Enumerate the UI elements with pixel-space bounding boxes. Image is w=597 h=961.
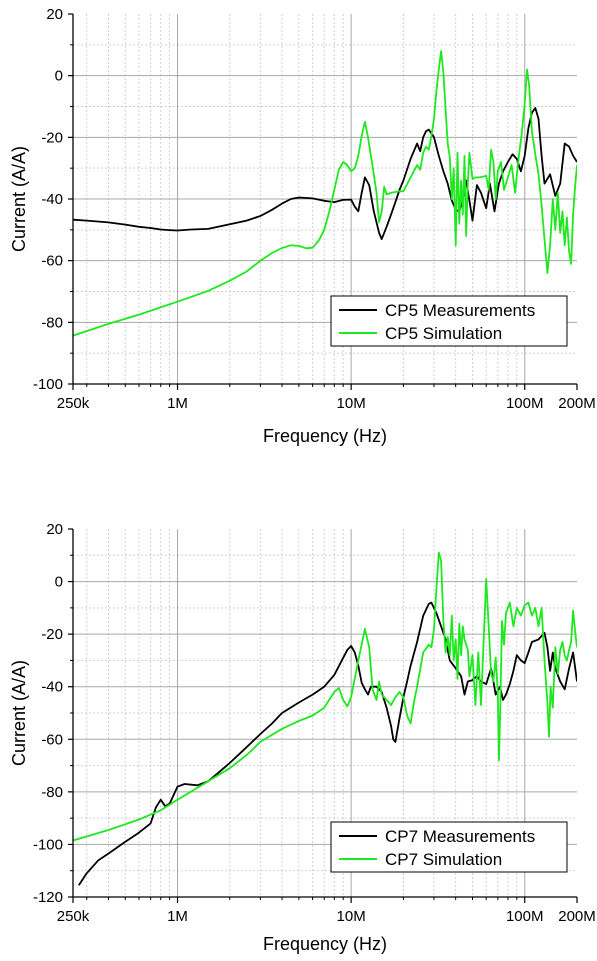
y-tick-label: 20	[46, 521, 63, 538]
y-tick-label: -60	[41, 731, 63, 748]
legend: CP5 Measurements CP5 Simulation	[330, 295, 568, 347]
x-axis-title: Frequency (Hz)	[263, 426, 387, 446]
x-axis-title: Frequency (Hz)	[263, 934, 387, 954]
y-tick-label: 20	[46, 6, 63, 23]
legend-entry: CP7 Simulation	[385, 850, 502, 869]
y-axis-title: Current (A/A)	[9, 660, 29, 766]
x-tick-label: 250k	[57, 908, 90, 925]
legend: CP7 Measurements CP7 Simulation	[330, 821, 568, 873]
y-tick-label: -80	[41, 784, 63, 801]
series-line-cp7-simulation	[73, 551, 577, 842]
y-tick-label: -100	[33, 836, 63, 853]
y-tick-label: 0	[55, 68, 63, 85]
x-tick-label: 100M	[506, 908, 544, 925]
series-line-cp5-simulation	[73, 50, 577, 337]
x-tick-label: 100M	[506, 395, 544, 412]
legend-entry: CP7 Measurements	[385, 827, 535, 846]
y-tick-label: -80	[41, 314, 63, 331]
x-tick-label: 200M	[558, 395, 596, 412]
x-tick-label: 250k	[57, 395, 90, 412]
y-tick-label: -40	[41, 679, 63, 696]
y-tick-label: -100	[33, 376, 63, 393]
y-tick-label: -20	[41, 626, 63, 643]
y-tick-label: 0	[55, 574, 63, 591]
legend-box	[330, 295, 568, 347]
chart-panel-1: 20 0 -20 -40 -60 -80 -100 250k 1M 10M 100M 200M Freq…	[9, 6, 596, 446]
x-tick-label: 200M	[558, 908, 596, 925]
y-tick-label: -120	[33, 889, 63, 906]
chart-panel-2: 20 0 -20 -40 -60 -80 -100 -120 250k 1M 10M 100M 200M…	[9, 521, 596, 954]
legend-entry: CP5 Simulation	[385, 324, 502, 343]
x-tick-label: 10M	[337, 908, 366, 925]
legend-entry: CP5 Measurements	[385, 301, 535, 320]
y-tick-label: -40	[41, 191, 63, 208]
legend-box	[330, 821, 568, 873]
y-axis-title: Current (A/A)	[9, 146, 29, 252]
x-tick-label: 1M	[167, 395, 188, 412]
x-tick-label: 10M	[337, 395, 366, 412]
y-tick-label: -20	[41, 129, 63, 146]
series-line-cp5-measurements	[73, 107, 577, 240]
y-tick-label: -60	[41, 253, 63, 270]
x-tick-label: 1M	[167, 908, 188, 925]
